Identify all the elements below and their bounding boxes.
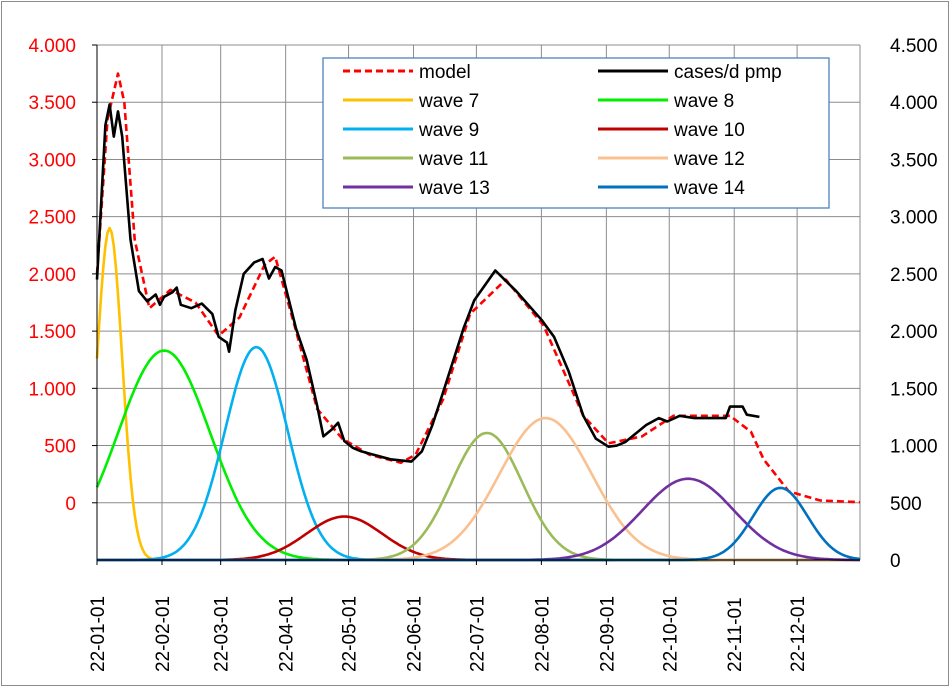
- y-tick-label-right: 500: [890, 494, 922, 515]
- y-tick-label-left: 2.000: [28, 265, 76, 286]
- x-tick-label: 22-06-01: [405, 596, 426, 672]
- x-tick-label: 22-03-01: [212, 596, 233, 672]
- y-tick-label-right: 1.500: [890, 379, 938, 400]
- x-tick-label: 22-09-01: [597, 596, 618, 672]
- y-tick-label-right: 0: [890, 551, 901, 572]
- series-line-model: [95, 72, 861, 504]
- x-tick-label: 22-12-01: [788, 596, 809, 672]
- x-tick-label: 22-05-01: [340, 596, 361, 672]
- x-tick-label: 22-04-01: [277, 596, 298, 672]
- y-tick-label-left: 4.000: [28, 36, 76, 57]
- x-tick-label: 22-01-01: [88, 596, 109, 672]
- legend-label-wave-10: wave 10: [673, 120, 745, 141]
- y-tick-label-left: 2.500: [28, 208, 76, 229]
- series-line-wave-13: [97, 477, 860, 562]
- y-tick-label-left: 500: [44, 437, 76, 458]
- x-tick-label: 22-08-01: [532, 596, 553, 672]
- legend-label-wave-7: wave 7: [418, 91, 479, 112]
- y-tick-label-right: 2.500: [890, 265, 938, 286]
- series-line-cases-d-pmp: [95, 103, 760, 463]
- x-tick-label: 22-10-01: [660, 596, 681, 672]
- legend-label-wave-9: wave 9: [418, 120, 479, 141]
- y-tick-label-right: 1.000: [890, 437, 938, 458]
- axes: 4.000 3.500 3.000 2.500 2.000 1.500 1.000 500 0 4…: [28, 36, 937, 672]
- y-tick-label-left: 3.500: [28, 93, 76, 114]
- y-tick-label-right: 4.000: [890, 93, 938, 114]
- legend-label-cases-d-pmp: cases/d pmp: [674, 62, 782, 83]
- x-tick-label: 22-11-01: [725, 597, 746, 672]
- legend-box: [322, 57, 830, 209]
- y-tick-label-right: 2.000: [890, 322, 938, 343]
- y-tick-label-left: 1.000: [28, 379, 76, 400]
- x-tick-label: 22-02-01: [153, 596, 174, 672]
- x-tick-label: 22-07-01: [467, 596, 488, 672]
- y-tick-label-right: 3.500: [890, 150, 938, 171]
- legend-label-wave-11: wave 11: [418, 149, 488, 170]
- series-line-wave-11: [97, 431, 860, 562]
- legend-label-wave-14: wave 14: [673, 178, 745, 199]
- y-tick-label-left: 1.500: [28, 322, 76, 343]
- y-tick-label-right: 3.000: [890, 208, 938, 229]
- legend-label-wave-8: wave 8: [673, 91, 734, 112]
- y-tick-label-left: 0: [65, 494, 76, 515]
- legend-label-model: model: [419, 62, 471, 83]
- legend-label-wave-12: wave 12: [673, 149, 745, 170]
- y-tick-label-left: 3.000: [28, 150, 76, 171]
- y-tick-label-right: 4.500: [890, 36, 938, 57]
- legend-label-wave-13: wave 13: [418, 178, 490, 199]
- legend: model cases/d pmp wave 7 wave 8 wave 9 wave 1…: [322, 57, 830, 209]
